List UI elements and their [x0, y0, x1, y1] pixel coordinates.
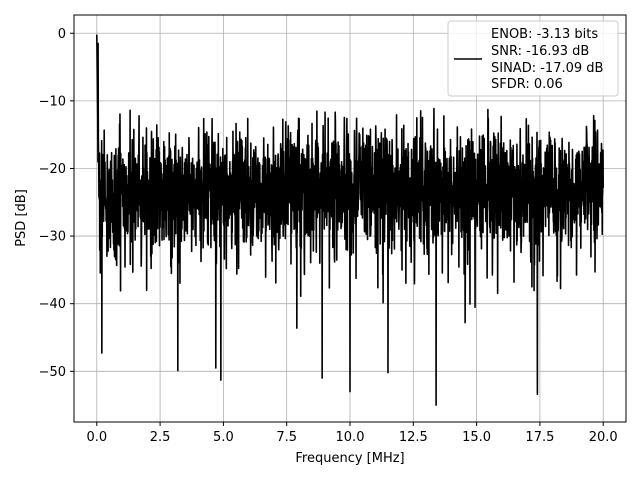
legend-snr: SNR: -16.93 dB [491, 44, 589, 59]
x-tick-label: 17.5 [525, 430, 554, 445]
y-tick-label: 0 [58, 27, 66, 42]
x-tick-label: 20.0 [589, 430, 618, 445]
series-line-psd [95, 34, 605, 406]
plot-area [95, 34, 605, 406]
y-axis-label: PSD [dB] [14, 189, 29, 247]
y-tick-label: −40 [39, 297, 66, 312]
x-tick-label: 7.5 [276, 430, 297, 445]
legend: ENOB: -3.13 bits SNR: -16.93 dB SINAD: -… [447, 20, 619, 97]
y-tick-label: −20 [39, 162, 66, 177]
legend-sinad: SINAD: -17.09 dB [491, 61, 603, 76]
x-tick-label: 15.0 [462, 430, 491, 445]
x-tick-label: 5.0 [213, 430, 234, 445]
y-tick-label: −50 [39, 365, 66, 380]
x-tick-label: 12.5 [399, 430, 428, 445]
legend-enob: ENOB: -3.13 bits [491, 27, 598, 42]
x-axis-ticks: 0.0 2.5 5.0 7.5 10.0 12.5 15.0 17.5 20.0 [86, 422, 618, 445]
x-tick-label: 0.0 [86, 430, 107, 445]
y-tick-label: −30 [39, 230, 66, 245]
legend-sfdr: SFDR: 0.06 [491, 77, 563, 92]
x-tick-label: 10.0 [336, 430, 365, 445]
x-tick-label: 2.5 [150, 430, 171, 445]
legend-box [447, 20, 619, 97]
x-axis-label: Frequency [MHz] [295, 451, 404, 466]
y-axis-ticks: 0 −10 −20 −30 −40 −50 [39, 27, 74, 380]
y-tick-label: −10 [39, 94, 66, 109]
